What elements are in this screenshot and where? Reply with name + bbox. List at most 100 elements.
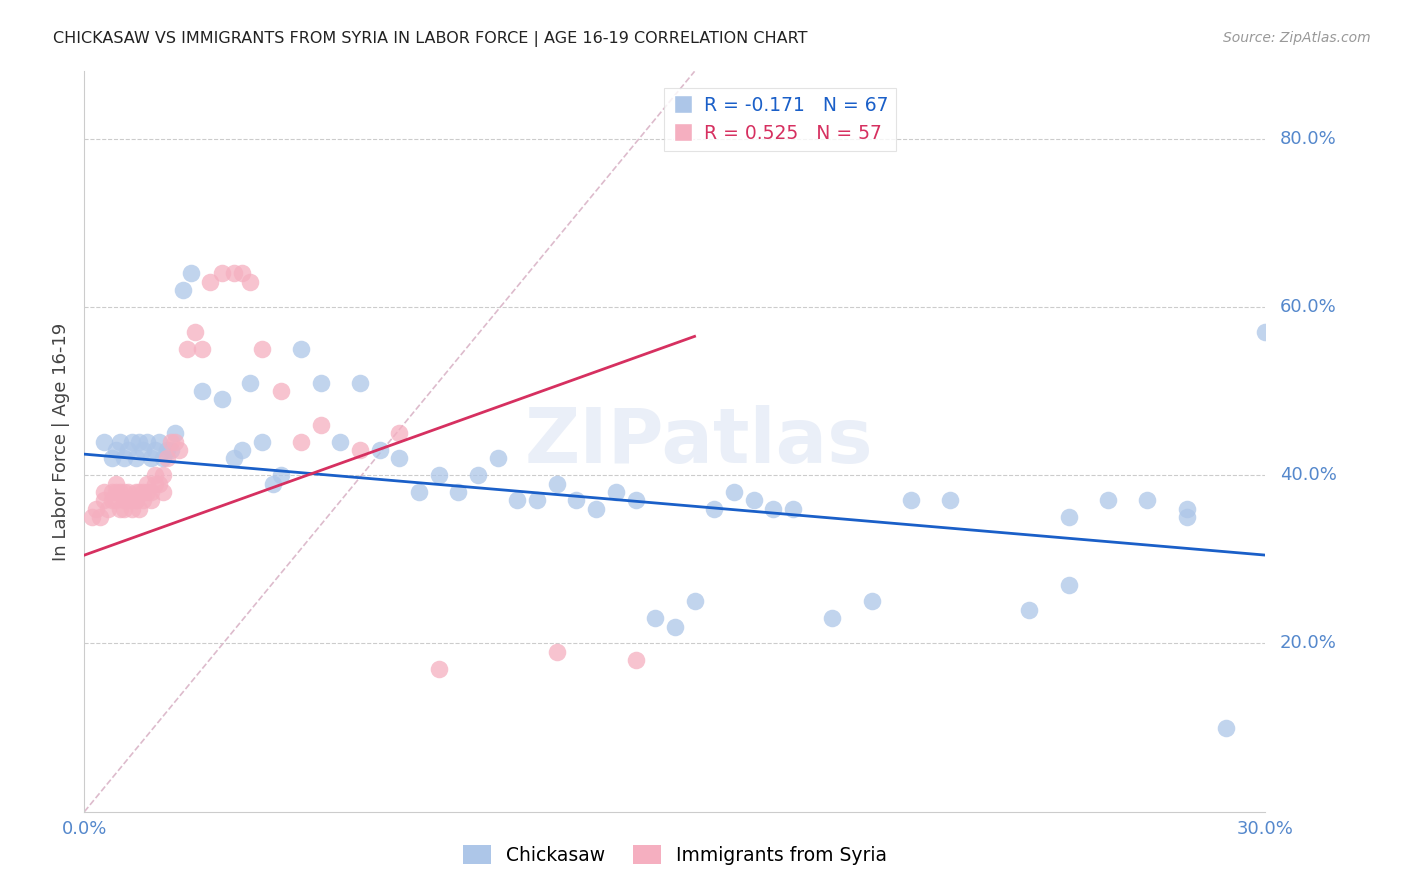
Point (231, 266, 253, 280)
Point (156, 451, 179, 466)
Text: 60.0%: 60.0% (1279, 298, 1336, 316)
Point (156, 442, 179, 457)
Point (136, 434, 159, 449)
Point (93, 493, 115, 508)
Point (152, 485, 174, 500)
Point (128, 434, 150, 449)
Point (97, 501, 120, 516)
Point (1136, 493, 1159, 508)
Point (112, 493, 135, 508)
Point (821, 611, 844, 625)
Point (152, 468, 174, 483)
Point (191, 342, 214, 356)
Point (121, 501, 143, 516)
Point (163, 434, 186, 449)
Point (408, 485, 430, 500)
Point (93, 434, 115, 449)
Point (112, 451, 135, 466)
Point (388, 451, 411, 466)
Point (211, 392, 233, 407)
Point (644, 611, 666, 625)
Point (1215, 721, 1237, 735)
Point (447, 485, 470, 500)
Text: ZIPatlas: ZIPatlas (524, 405, 873, 478)
Point (141, 493, 163, 508)
Point (124, 485, 146, 500)
Point (117, 493, 139, 508)
Point (82, 510, 104, 524)
Point (624, 493, 647, 508)
Point (93, 485, 115, 500)
Point (128, 485, 150, 500)
Point (108, 485, 131, 500)
Point (136, 476, 159, 491)
Point (703, 501, 725, 516)
Point (309, 417, 332, 432)
Point (128, 501, 150, 516)
Point (121, 434, 143, 449)
Point (101, 485, 124, 500)
Point (108, 501, 131, 516)
Point (427, 662, 450, 676)
Point (250, 434, 273, 449)
Point (1097, 493, 1119, 508)
Point (172, 283, 194, 297)
Point (117, 442, 139, 457)
Point (124, 451, 146, 466)
Point (1175, 501, 1198, 516)
Point (486, 451, 509, 466)
Legend: Chickasaw, Immigrants from Syria: Chickasaw, Immigrants from Syria (456, 838, 894, 872)
Point (309, 376, 332, 390)
Point (148, 476, 170, 491)
Point (124, 493, 146, 508)
Point (270, 384, 292, 398)
Point (1175, 510, 1198, 524)
Point (141, 451, 163, 466)
Point (329, 434, 352, 449)
Point (427, 468, 450, 483)
Point (546, 645, 568, 659)
Point (89, 510, 111, 524)
Point (104, 476, 127, 491)
Point (368, 442, 391, 457)
Point (782, 501, 804, 516)
Point (1057, 510, 1080, 524)
Point (290, 434, 312, 449)
Point (132, 493, 155, 508)
Point (250, 342, 273, 356)
Point (176, 342, 198, 356)
Point (723, 485, 745, 500)
Point (132, 485, 155, 500)
Point (143, 468, 166, 483)
Text: CHICKASAW VS IMMIGRANTS FROM SYRIA IN LABOR FORCE | AGE 16-19 CORRELATION CHART: CHICKASAW VS IMMIGRANTS FROM SYRIA IN LA… (53, 31, 808, 47)
Point (239, 275, 262, 289)
Point (183, 325, 205, 339)
Point (526, 493, 548, 508)
Point (191, 384, 214, 398)
Point (349, 376, 371, 390)
Point (148, 434, 170, 449)
Point (163, 426, 186, 441)
Point (101, 493, 124, 508)
Point (136, 485, 159, 500)
Point (222, 266, 245, 280)
Point (467, 468, 489, 483)
Point (121, 493, 143, 508)
Point (742, 493, 765, 508)
Point (565, 493, 588, 508)
Point (141, 485, 163, 500)
Point (624, 653, 647, 667)
Point (1018, 603, 1040, 617)
Point (1254, 325, 1277, 339)
Point (211, 266, 233, 280)
Point (167, 442, 190, 457)
Point (349, 442, 371, 457)
Point (84, 501, 107, 516)
Point (860, 594, 883, 608)
Point (104, 485, 127, 500)
Point (270, 468, 292, 483)
Point (117, 485, 139, 500)
Point (900, 493, 922, 508)
Point (152, 451, 174, 466)
Point (143, 442, 166, 457)
